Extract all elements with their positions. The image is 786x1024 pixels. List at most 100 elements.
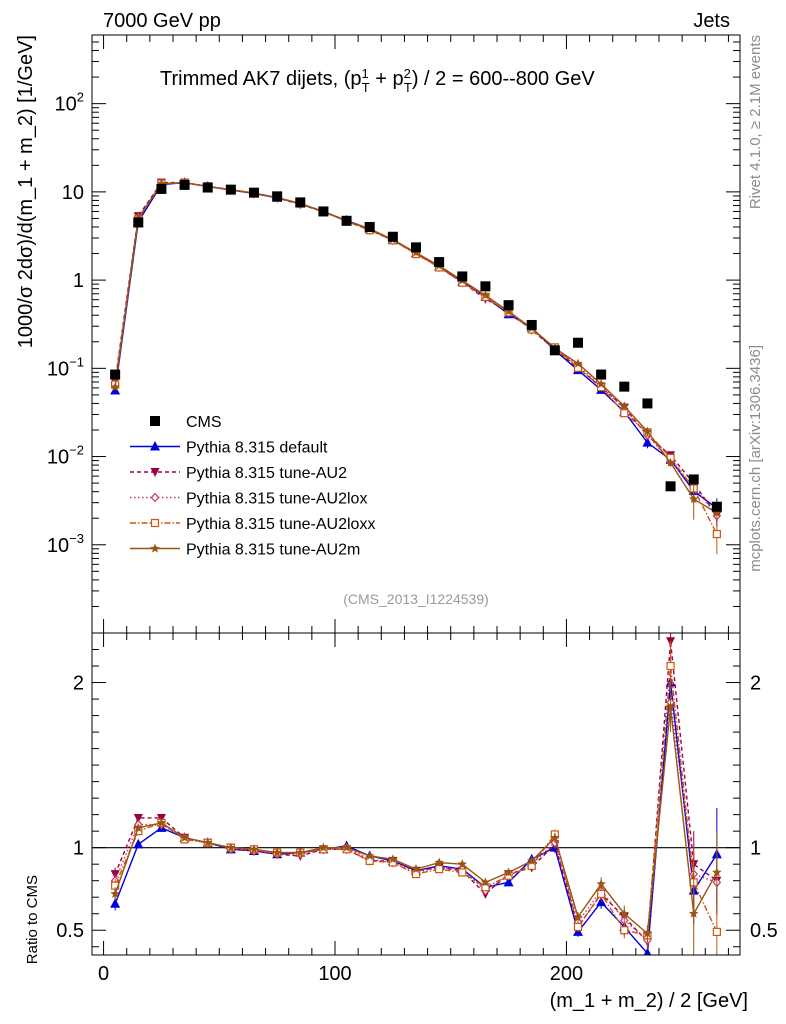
ratio-point-0 bbox=[110, 898, 121, 908]
legend-marker-cms bbox=[150, 416, 160, 426]
ratio-tick-label: 0.5 bbox=[56, 920, 84, 942]
legend-label-1: Pythia 8.315 tune-AU2 bbox=[186, 465, 347, 482]
x-tick-label: 0 bbox=[98, 963, 109, 985]
series-line-2 bbox=[114, 181, 718, 517]
series-point-4 bbox=[503, 306, 514, 316]
data-point-cms bbox=[480, 281, 491, 292]
ratio-point-4 bbox=[503, 867, 514, 877]
side-label-rivet: Rivet 4.1.0, ≥ 2.1M events bbox=[747, 35, 764, 209]
ratio-point-3 bbox=[597, 889, 606, 899]
ratio-point-4 bbox=[318, 842, 329, 852]
ratio-point-4 bbox=[688, 908, 699, 918]
data-point-cms bbox=[133, 217, 144, 228]
ratio-point-4 bbox=[388, 854, 398, 864]
ratio-point-4 bbox=[434, 857, 444, 867]
ratio-point-4 bbox=[526, 855, 537, 865]
ratio-point-3 bbox=[712, 927, 721, 936]
ratio-point-3 bbox=[458, 868, 467, 877]
legend: CMS Pythia 8.315 default Pythia 8.315 tune… bbox=[130, 414, 375, 559]
data-point-cms bbox=[225, 184, 236, 195]
header-right: Jets bbox=[693, 10, 730, 32]
x-axis-label: (m_1 + m_2) / 2 [GeV] bbox=[550, 990, 748, 1012]
data-point-cms bbox=[434, 257, 445, 268]
ratio-point-4 bbox=[642, 928, 653, 938]
ratio-tick-label-right: 1 bbox=[750, 838, 761, 860]
series-point-0 bbox=[110, 384, 121, 395]
ratio-point-4 bbox=[226, 842, 236, 852]
data-point-cms bbox=[619, 381, 630, 392]
ratio-point-4 bbox=[272, 847, 282, 857]
legend-marker-0 bbox=[150, 441, 160, 451]
series-point-4 bbox=[619, 401, 630, 411]
data-point-cms bbox=[503, 300, 514, 311]
main-plot bbox=[110, 177, 722, 555]
ratio-point-4 bbox=[110, 888, 120, 898]
ratio-point-0 bbox=[133, 838, 144, 849]
ratio-point-4 bbox=[156, 817, 167, 827]
ratio-point-0 bbox=[596, 896, 607, 907]
series-line-0 bbox=[114, 181, 718, 509]
ratio-tick-label-right: 0.5 bbox=[750, 920, 778, 942]
series-point-4 bbox=[480, 290, 491, 300]
data-point-cms bbox=[110, 369, 121, 380]
y-tick-label: 10−2 bbox=[47, 443, 84, 469]
data-point-cms bbox=[549, 345, 560, 356]
y-tick-label: 1 bbox=[73, 270, 84, 292]
data-point-cms bbox=[711, 501, 722, 512]
header-left: 7000 GeV pp bbox=[103, 10, 221, 32]
data-point-cms bbox=[526, 319, 537, 330]
data-point-cms bbox=[596, 369, 607, 380]
ratio-point-4 bbox=[202, 837, 213, 847]
y-tick-label: 10−1 bbox=[47, 354, 84, 380]
analysis-watermark: (CMS_2013_I1224539) bbox=[343, 591, 489, 607]
legend-label-4: Pythia 8.315 tune-AU2m bbox=[186, 542, 360, 559]
ratio-point-4 bbox=[179, 832, 190, 842]
data-point-cms bbox=[295, 197, 306, 208]
x-tick-label: 100 bbox=[318, 963, 351, 985]
ratio-point-4 bbox=[133, 822, 144, 832]
data-point-cms bbox=[642, 398, 653, 409]
ratio-point-3 bbox=[573, 922, 583, 932]
ratio-tick-label-right: 2 bbox=[750, 673, 761, 695]
ratio-tick-label: 1 bbox=[73, 838, 84, 860]
series-point-3 bbox=[712, 529, 721, 539]
data-point-cms bbox=[411, 242, 421, 253]
ratio-axis-label: Ratio to CMS bbox=[24, 875, 41, 964]
data-point-cms bbox=[665, 481, 676, 492]
series-point-4 bbox=[110, 382, 120, 392]
ratio-point-4 bbox=[665, 702, 676, 712]
ratio-tick-label: 2 bbox=[73, 673, 84, 695]
ratio-point-4 bbox=[341, 842, 352, 852]
ratio-point-3 bbox=[620, 926, 629, 935]
data-point-cms bbox=[249, 187, 259, 198]
ratio-frame bbox=[91, 632, 741, 956]
data-point-cms bbox=[202, 182, 213, 193]
data-point-cms bbox=[341, 215, 352, 226]
data-point-cms bbox=[364, 221, 375, 232]
ratio-line-3 bbox=[114, 665, 718, 937]
ratio-line-4 bbox=[114, 707, 718, 935]
legend-marker-3 bbox=[150, 518, 160, 528]
chart-title: Trimmed AK7 dijets, (p1 T + p2 T) / 2 = 60… bbox=[160, 66, 595, 95]
ratio-point-4 bbox=[364, 850, 375, 860]
ratio-point-4 bbox=[712, 867, 722, 877]
series-point-4 bbox=[642, 426, 653, 436]
series-point-0 bbox=[642, 437, 653, 447]
ratio-point-4 bbox=[249, 844, 259, 854]
y-tick-label: 102 bbox=[55, 90, 84, 116]
series-point-3 bbox=[620, 409, 629, 418]
series-point-4 bbox=[596, 379, 606, 389]
ratio-point-4 bbox=[480, 877, 491, 887]
ratio-line-1 bbox=[114, 641, 718, 944]
series-point-4 bbox=[156, 178, 167, 188]
series-line-4 bbox=[114, 181, 718, 514]
series-point-4 bbox=[665, 457, 676, 467]
legend-label-3: Pythia 8.315 tune-AU2loxx bbox=[186, 516, 375, 533]
legend-marker-2 bbox=[150, 492, 160, 503]
y-tick-label: 10−3 bbox=[47, 531, 84, 557]
ratio-plot bbox=[110, 633, 722, 955]
x-tick-label: 200 bbox=[550, 963, 583, 985]
series-point-4 bbox=[573, 358, 583, 368]
legend-label-cms: CMS bbox=[186, 414, 222, 431]
